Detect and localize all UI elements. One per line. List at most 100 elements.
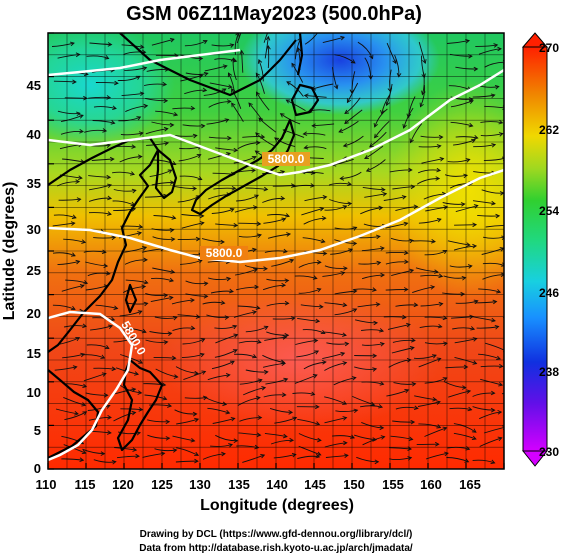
streamline-arrow <box>497 409 503 415</box>
streamline-arrow <box>436 144 442 149</box>
streamline <box>418 218 442 224</box>
streamline <box>151 121 174 126</box>
streamline-arrow <box>501 235 504 240</box>
streamline <box>324 442 347 448</box>
streamline-arrow <box>422 59 427 64</box>
y-tick-label: 5 <box>34 423 41 438</box>
streamline-arrow <box>434 441 440 447</box>
streamline <box>328 182 352 186</box>
streamline-arrow <box>263 186 269 192</box>
streamline <box>207 407 230 414</box>
streamline-arrow <box>225 409 231 415</box>
streamline-arrow <box>344 341 350 347</box>
streamline-arrow <box>199 221 205 226</box>
streamline-arrow <box>167 331 173 336</box>
coastline-sakhalin <box>296 33 304 76</box>
colorbar-tick-label: 238 <box>539 365 559 379</box>
streamline-arrow <box>169 122 175 128</box>
streamline-arrow <box>463 173 469 179</box>
streamline-arrow <box>161 382 167 387</box>
streamline-arrow <box>313 338 319 343</box>
streamline <box>300 304 323 308</box>
streamline-arrow <box>342 142 348 148</box>
streamline <box>301 207 324 216</box>
streamline-arrow <box>102 128 108 133</box>
streamline <box>267 45 270 69</box>
x-tick-label: 135 <box>228 477 250 492</box>
streamline-arrow <box>226 99 232 104</box>
streamline <box>151 182 174 186</box>
streamline <box>296 350 319 358</box>
streamline-arrow <box>169 227 175 233</box>
streamline-arrow <box>135 453 140 459</box>
streamline-arrow <box>227 135 232 141</box>
streamline <box>172 327 195 332</box>
streamline <box>184 89 207 95</box>
streamline-arrow <box>493 43 499 48</box>
streamline-arrow <box>79 129 84 134</box>
streamline <box>421 72 425 95</box>
streamline <box>298 433 321 441</box>
streamline-arrow <box>281 217 287 222</box>
streamline <box>245 187 268 190</box>
streamline <box>369 131 387 148</box>
streamline <box>211 360 235 370</box>
streamline <box>302 329 326 334</box>
x-tick-label: 130 <box>189 477 211 492</box>
x-tick-label: 150 <box>343 477 365 492</box>
streamline <box>455 300 478 304</box>
streamline-arrow <box>100 354 106 359</box>
streamline-arrow <box>231 102 236 108</box>
streamline <box>449 265 472 268</box>
streamline-arrow <box>409 138 414 144</box>
streamline-arrow <box>342 332 347 337</box>
streamline-arrow <box>229 43 235 48</box>
streamline <box>185 72 208 75</box>
streamline <box>385 251 408 254</box>
streamline <box>392 186 415 190</box>
streamline <box>344 97 361 114</box>
streamline-arrow <box>320 238 326 244</box>
streamline <box>358 261 381 265</box>
colorbar-tick-label: 254 <box>539 204 559 218</box>
streamline-arrow <box>254 194 259 199</box>
streamline <box>124 259 148 265</box>
x-tick-label: 115 <box>75 477 96 492</box>
streamline-arrow <box>137 390 143 395</box>
streamline <box>393 382 416 385</box>
streamline-arrow <box>490 390 496 396</box>
streamline-arrow <box>142 246 148 251</box>
streamline <box>123 51 146 55</box>
streamline <box>54 366 77 371</box>
streamline-arrow <box>194 417 200 423</box>
streamline-arrow <box>490 93 496 98</box>
streamline-arrow <box>228 443 233 448</box>
streamline <box>423 193 446 200</box>
colorbar-tick-label: 262 <box>539 123 559 137</box>
streamline <box>386 42 397 64</box>
streamline <box>146 142 169 146</box>
streamline-arrow <box>352 308 358 313</box>
streamline <box>118 232 142 239</box>
streamline-arrow <box>372 353 378 359</box>
streamline <box>443 381 466 389</box>
streamline <box>447 240 470 246</box>
streamline-arrow <box>315 318 321 324</box>
streamline-arrow <box>375 302 381 307</box>
streamline <box>119 156 142 163</box>
streamline-arrow <box>192 186 198 191</box>
streamline-arrow <box>340 351 346 357</box>
streamline <box>297 317 320 322</box>
streamline-arrow <box>408 167 413 173</box>
streamline-arrow <box>162 395 168 401</box>
streamline-arrow <box>202 39 208 45</box>
streamline-arrow <box>347 201 353 207</box>
streamline-arrow <box>500 262 504 267</box>
streamline <box>51 42 75 47</box>
streamline-arrow <box>437 323 443 329</box>
streamline-arrow <box>500 272 504 277</box>
streamline-arrow <box>436 357 442 362</box>
streamline <box>113 388 136 395</box>
streamline-arrow <box>248 102 253 108</box>
streamline <box>416 178 440 185</box>
